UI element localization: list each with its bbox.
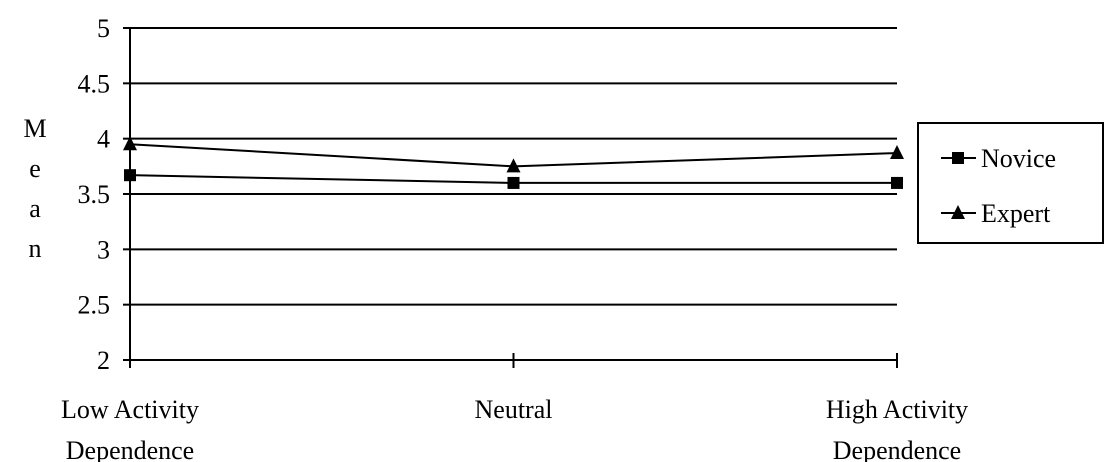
y-tick-label: 4: [97, 125, 110, 154]
y-tick-label: 2.5: [78, 291, 111, 320]
data-point-expert: [123, 136, 137, 151]
y-tick-labels: 2 2.5 3 3.5 4 4.5 5: [78, 14, 111, 375]
x-tick-label: Neutral: [475, 395, 553, 424]
legend-marker-expert: [951, 205, 965, 219]
legend-label-novice: Novice: [981, 144, 1056, 173]
y-tick-label: 3: [97, 235, 110, 264]
series-group: [123, 136, 904, 189]
y-tick-label: 3.5: [78, 180, 111, 209]
legend-marker-novice: [952, 152, 964, 164]
legend: Novice Expert: [917, 122, 1104, 244]
x-tick-label: Dependence: [66, 436, 194, 462]
y-tick-label: 5: [97, 14, 110, 43]
data-point-novice: [891, 176, 903, 189]
y-axis-label-letter: M: [23, 114, 46, 143]
y-tick-label: 2: [97, 346, 110, 375]
y-axis-label-letter: e: [29, 154, 41, 183]
legend-box: [917, 122, 1104, 244]
data-point-novice: [507, 176, 520, 189]
x-tick-label: High Activity: [826, 395, 968, 424]
data-point-expert: [506, 158, 521, 173]
data-point-novice: [124, 169, 136, 182]
y-axis-label-letter: n: [29, 234, 42, 263]
data-point-expert: [890, 145, 904, 160]
legend-label-expert: Expert: [981, 199, 1051, 228]
y-axis-label-letter: a: [29, 194, 41, 223]
gridlines: [130, 27, 897, 306]
y-tick-label: 4.5: [78, 69, 111, 98]
axes: [123, 27, 898, 368]
x-tick-labels: Low Activity Dependence Neutral High Activi…: [61, 395, 968, 462]
x-tick-label: Low Activity: [61, 395, 199, 424]
x-tick-label: Dependence: [833, 436, 961, 462]
